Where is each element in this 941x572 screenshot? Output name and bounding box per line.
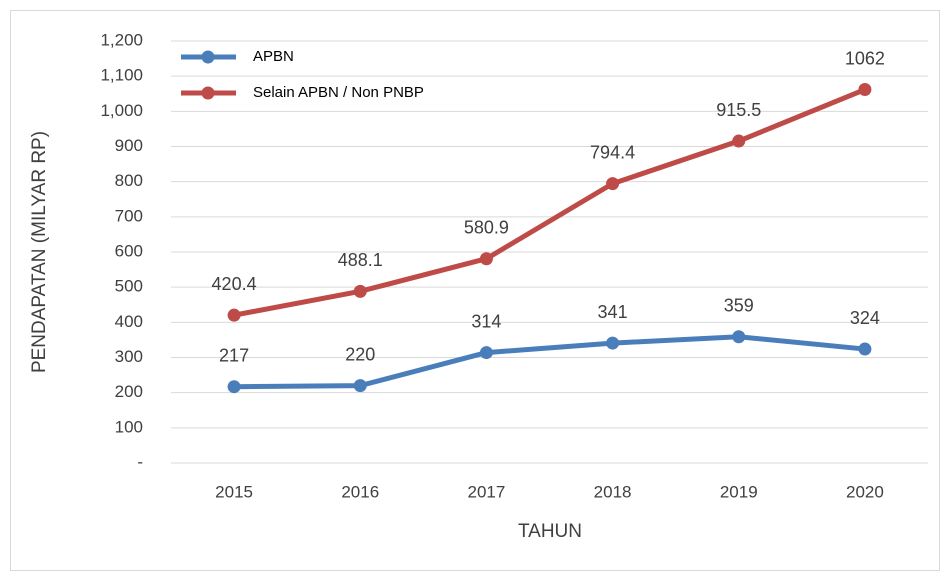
data-point xyxy=(227,308,241,322)
data-point xyxy=(479,252,493,266)
y-tick-label: 800 xyxy=(115,171,143,190)
y-tick-label: 400 xyxy=(115,312,143,331)
data-label: 420.4 xyxy=(212,274,257,294)
data-point xyxy=(858,342,872,356)
x-tick-label: 2016 xyxy=(341,482,379,501)
y-tick-label: 900 xyxy=(115,136,143,155)
data-label: 220 xyxy=(345,344,375,364)
x-axis-title: TAHUN xyxy=(518,521,582,542)
chart-frame xyxy=(10,10,940,571)
x-tick-label: 2015 xyxy=(215,482,253,501)
series-line xyxy=(233,87,866,318)
data-point xyxy=(606,177,620,191)
data-point xyxy=(353,284,367,298)
data-point xyxy=(732,134,746,148)
y-tick-label: 300 xyxy=(115,347,143,366)
y-tick-label: 600 xyxy=(115,241,143,260)
data-label: 915.5 xyxy=(716,100,761,120)
data-label: 1062 xyxy=(845,48,885,68)
x-tick-label: 2020 xyxy=(846,482,884,501)
data-label: 341 xyxy=(598,302,628,322)
data-label: 580.9 xyxy=(464,217,509,237)
data-label: 324 xyxy=(850,308,880,328)
y-tick-label: 700 xyxy=(115,206,143,225)
data-point xyxy=(479,346,493,360)
legend-marker xyxy=(201,86,215,100)
x-tick-label: 2018 xyxy=(594,482,632,501)
y-axis-title: PENDAPATAN (MILYAR RP) xyxy=(29,131,50,373)
data-label: 359 xyxy=(724,296,754,316)
data-point xyxy=(353,379,367,393)
series-line xyxy=(234,334,866,390)
y-tick-label: 1,000 xyxy=(100,101,143,120)
data-label: 488.1 xyxy=(338,250,383,270)
data-point xyxy=(858,83,872,97)
legend-marker xyxy=(201,50,215,64)
y-tick-label: - xyxy=(137,452,143,471)
y-tick-label: 1,200 xyxy=(100,30,143,49)
legend-text: Selain APBN / Non PNBP xyxy=(253,84,424,101)
data-label: 217 xyxy=(219,345,249,365)
y-tick-label: 200 xyxy=(115,382,143,401)
data-point xyxy=(732,330,746,344)
x-tick-label: 2017 xyxy=(468,482,506,501)
legend-text: APBN xyxy=(253,48,294,65)
y-tick-label: 500 xyxy=(115,277,143,296)
data-label: 314 xyxy=(471,311,501,331)
data-label: 794.4 xyxy=(590,142,635,162)
data-point xyxy=(606,336,620,350)
data-point xyxy=(227,380,241,394)
x-tick-label: 2019 xyxy=(720,482,758,501)
y-tick-label: 1,100 xyxy=(100,66,143,85)
y-tick-label: 100 xyxy=(115,417,143,436)
